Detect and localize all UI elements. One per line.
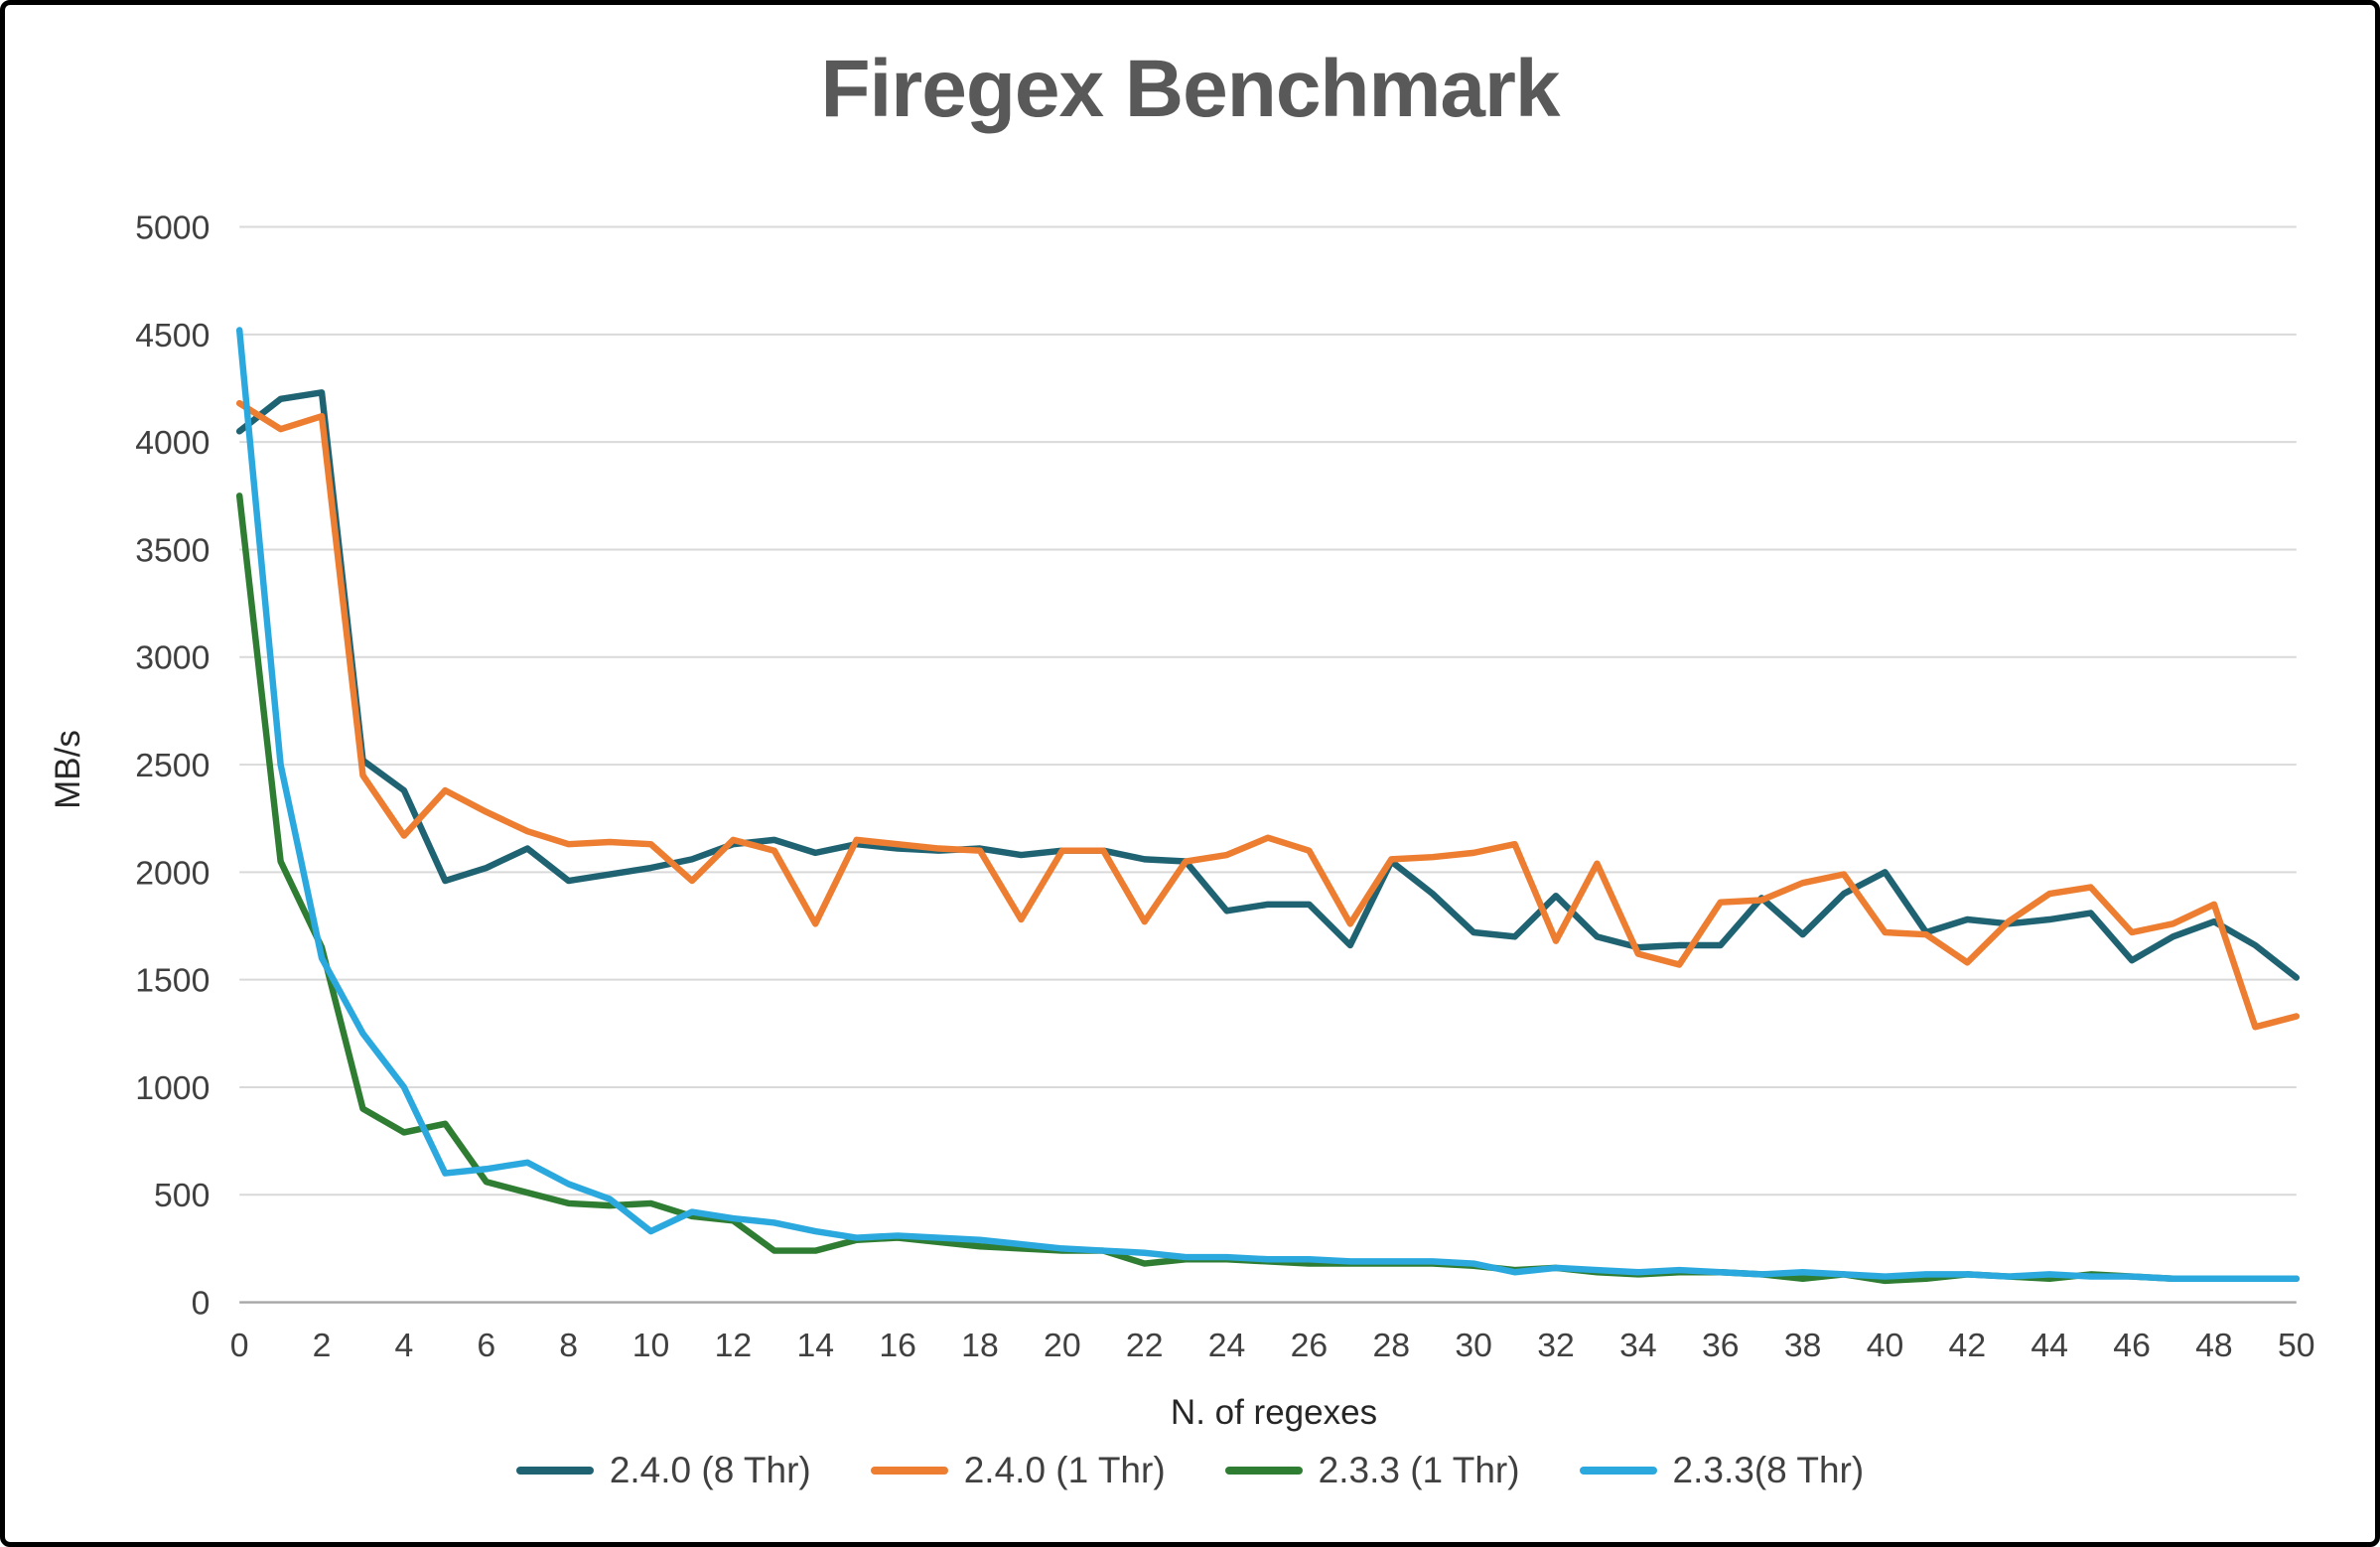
legend-item: 2.3.3(8 Thr): [1579, 1450, 1865, 1491]
y-tick-label: 0: [192, 1284, 210, 1322]
series-line-2.4.0-(8-thr): [235, 389, 2301, 981]
x-tick-label: 8: [559, 1327, 578, 1364]
y-tick-label: 4000: [135, 424, 210, 462]
chart-legend: 2.4.0 (8 Thr) 2.4.0 (1 Thr) 2.3.3 (1 Thr) 2…: [5, 1450, 2375, 1491]
x-tick-label: 2: [313, 1327, 332, 1364]
y-tick-label: 1500: [135, 962, 210, 1000]
x-tick-label: 14: [796, 1327, 834, 1364]
y-tick-label: 500: [154, 1177, 210, 1214]
x-tick-label: 16: [879, 1327, 916, 1364]
x-tick-label: 36: [1702, 1327, 1740, 1364]
x-tick-label: 48: [2195, 1327, 2233, 1364]
y-tick-label: 3500: [135, 531, 210, 569]
x-tick-label: 24: [1208, 1327, 1246, 1364]
legend-swatch: [515, 1467, 594, 1475]
x-tick-label: 50: [2278, 1327, 2315, 1364]
legend-label: 2.3.3 (1 Thr): [1318, 1450, 1520, 1490]
x-tick-label: 38: [1784, 1327, 1822, 1364]
x-tick-label: 10: [632, 1327, 670, 1364]
legend-item: 2.4.0 (8 Thr): [515, 1450, 811, 1491]
y-tick-label: 3000: [135, 639, 210, 677]
x-tick-label: 28: [1373, 1327, 1411, 1364]
y-tick-label: 5000: [135, 209, 210, 246]
legend-item: 2.4.0 (1 Thr): [870, 1450, 1166, 1491]
series-line-2.3.3(8-thr): [235, 327, 2301, 1282]
x-tick-label: 22: [1126, 1327, 1164, 1364]
x-tick-label: 4: [395, 1327, 414, 1364]
y-tick-label: 4500: [135, 317, 210, 354]
x-tick-label: 46: [2113, 1327, 2151, 1364]
x-tick-label: 12: [715, 1327, 753, 1364]
chart-title: Firegex Benchmark: [820, 44, 1560, 134]
y-tick-label: 1000: [135, 1069, 210, 1107]
x-tick-label: 18: [961, 1327, 999, 1364]
x-tick-label: 30: [1455, 1327, 1492, 1364]
x-tick-label: 44: [2030, 1327, 2068, 1364]
series-line-2.4.0-(1-thr): [235, 399, 2301, 1031]
legend-label: 2.4.0 (8 Thr): [609, 1450, 811, 1490]
legend-swatch: [1224, 1467, 1303, 1475]
y-tick-label: 2000: [135, 854, 210, 892]
chart-plot: 0500100015002000250030003500400045005000…: [135, 209, 2315, 1364]
legend-label: 2.3.3(8 Thr): [1672, 1450, 1865, 1490]
x-axis-title: N. of regexes: [1170, 1393, 1378, 1432]
x-tick-label: 42: [1949, 1327, 1987, 1364]
x-tick-label: 26: [1291, 1327, 1329, 1364]
x-tick-label: 40: [1867, 1327, 1904, 1364]
x-tick-label: 20: [1044, 1327, 1081, 1364]
x-tick-label: 32: [1537, 1327, 1575, 1364]
x-tick-label: 6: [477, 1327, 495, 1364]
legend-swatch: [870, 1467, 948, 1475]
legend-label: 2.4.0 (1 Thr): [963, 1450, 1166, 1490]
x-tick-label: 0: [230, 1327, 249, 1364]
x-tick-label: 34: [1619, 1327, 1657, 1364]
legend-swatch: [1579, 1467, 1657, 1475]
legend-item: 2.3.3 (1 Thr): [1224, 1450, 1520, 1491]
y-tick-label: 2500: [135, 747, 210, 784]
series-line-2.3.3-(1-thr): [235, 492, 2301, 1285]
